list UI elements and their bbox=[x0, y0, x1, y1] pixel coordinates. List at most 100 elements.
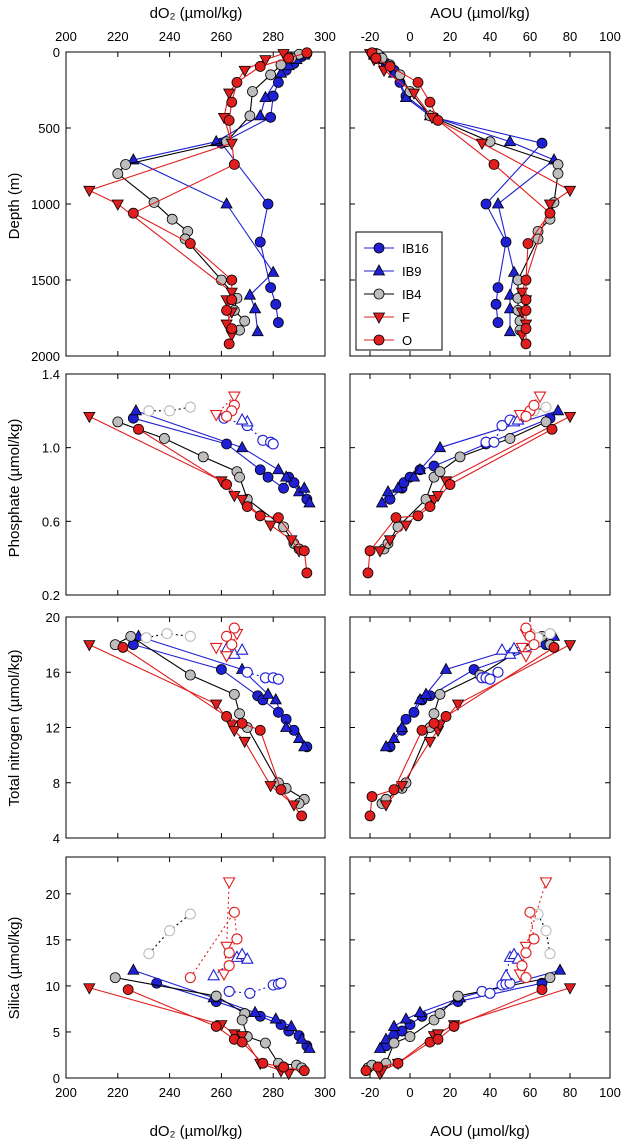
data-point bbox=[210, 990, 222, 1002]
data-point bbox=[392, 1057, 404, 1069]
data-point bbox=[133, 423, 144, 435]
data-point bbox=[391, 481, 405, 493]
y-tick-label: 500 bbox=[38, 121, 60, 136]
data-point bbox=[267, 265, 280, 277]
y-tick-label: 20 bbox=[46, 887, 60, 902]
series-o bbox=[362, 423, 558, 579]
top-left-axis-title: dO₂ (µmol/kg) bbox=[150, 5, 243, 22]
data-point bbox=[432, 1033, 444, 1045]
data-point bbox=[272, 673, 284, 685]
data-point bbox=[240, 952, 254, 964]
x-tick-label: 20 bbox=[443, 29, 457, 44]
data-point bbox=[381, 485, 395, 497]
data-point bbox=[413, 1005, 427, 1018]
series-line bbox=[122, 646, 303, 817]
y-tick-label: 1.4 bbox=[42, 367, 60, 382]
data-point bbox=[379, 800, 393, 812]
data-point bbox=[303, 496, 316, 508]
legend-marker bbox=[372, 312, 386, 324]
data-point bbox=[536, 984, 548, 995]
data-point bbox=[278, 1061, 289, 1073]
series-ib16-open bbox=[480, 414, 516, 448]
series-o bbox=[117, 641, 308, 822]
plot-frame bbox=[349, 373, 611, 596]
y-tick-label: 2000 bbox=[31, 349, 60, 364]
series-f bbox=[83, 49, 290, 342]
series-line bbox=[367, 428, 553, 573]
data-point bbox=[231, 933, 243, 945]
data-point bbox=[387, 1019, 401, 1031]
data-point bbox=[540, 401, 552, 413]
legend-box bbox=[355, 231, 443, 351]
data-point bbox=[384, 61, 396, 72]
data-point bbox=[265, 282, 277, 294]
data-point bbox=[112, 416, 124, 428]
data-point bbox=[117, 641, 129, 653]
data-point bbox=[184, 401, 196, 413]
data-point bbox=[424, 501, 436, 513]
data-point bbox=[238, 65, 251, 78]
data-point bbox=[265, 69, 277, 81]
series-o bbox=[127, 47, 313, 350]
series-line bbox=[379, 987, 571, 1074]
data-point bbox=[223, 985, 235, 997]
y-tick-label: 1000 bbox=[31, 197, 60, 212]
data-point bbox=[272, 512, 284, 524]
data-point bbox=[423, 736, 437, 749]
data-point bbox=[520, 410, 532, 422]
data-point bbox=[112, 168, 124, 180]
data-point bbox=[254, 109, 267, 121]
series-ib4-open bbox=[143, 908, 196, 960]
data-point bbox=[533, 391, 547, 404]
data-point bbox=[111, 199, 124, 211]
data-point bbox=[223, 338, 235, 350]
legend: IB16 IB9 IB4 FO bbox=[355, 231, 443, 351]
data-point bbox=[254, 724, 266, 736]
legend-item-ib4: IB4 bbox=[364, 287, 422, 302]
series-ib9 bbox=[127, 963, 316, 1053]
data-point bbox=[225, 720, 238, 732]
top-right-axis-title: AOU (µmol/kg) bbox=[430, 5, 530, 22]
series-line bbox=[389, 644, 547, 748]
data-point bbox=[129, 404, 143, 416]
data-point bbox=[388, 784, 400, 796]
data-point bbox=[488, 436, 500, 448]
x-tick-label: 200 bbox=[55, 29, 77, 44]
data-point bbox=[452, 990, 464, 1002]
data-point bbox=[261, 687, 275, 699]
series-f bbox=[379, 640, 577, 812]
y-tick-label: 20 bbox=[46, 610, 60, 625]
data-point bbox=[262, 198, 274, 210]
x-tick-label: 220 bbox=[107, 1085, 129, 1100]
y-tick-label: 0 bbox=[53, 45, 60, 60]
data-point bbox=[387, 731, 401, 743]
data-point bbox=[295, 1032, 308, 1044]
data-point bbox=[220, 197, 233, 209]
data-point bbox=[475, 138, 489, 151]
x-tick-label: 80 bbox=[563, 1085, 577, 1100]
data-point bbox=[226, 274, 238, 286]
data-point bbox=[522, 238, 534, 249]
data-point bbox=[424, 96, 436, 108]
x-tick-label: 100 bbox=[599, 1085, 621, 1100]
data-point bbox=[296, 810, 308, 822]
data-point bbox=[515, 287, 529, 299]
series-ib4 bbox=[112, 416, 305, 555]
series-ib9 bbox=[129, 404, 316, 508]
data-point bbox=[539, 877, 553, 890]
legend-item-f: F bbox=[364, 310, 410, 325]
data-point bbox=[234, 708, 245, 720]
data-point bbox=[120, 159, 131, 170]
x-tick-label: 60 bbox=[523, 29, 537, 44]
row-label-silica: Silica (µmol/kg) bbox=[6, 917, 23, 1020]
data-point bbox=[127, 153, 140, 165]
data-point bbox=[520, 304, 532, 316]
x-tick-label: 300 bbox=[314, 29, 336, 44]
y-tick-label: 0 bbox=[53, 1071, 60, 1086]
data-point bbox=[434, 466, 446, 478]
data-point bbox=[490, 298, 502, 310]
data-point bbox=[412, 510, 424, 522]
data-point bbox=[275, 784, 287, 796]
data-point bbox=[83, 411, 96, 424]
